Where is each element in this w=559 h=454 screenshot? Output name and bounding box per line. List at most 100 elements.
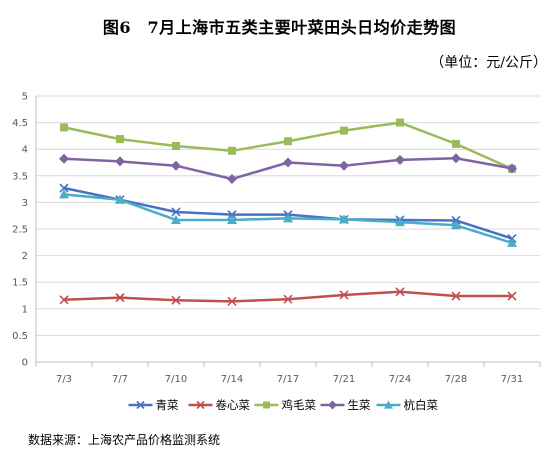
legend-label: 青菜 [156, 398, 179, 412]
data-point [60, 123, 68, 132]
data-point [171, 295, 181, 305]
legend-item: 生菜 [320, 398, 371, 412]
data-source-note: 数据来源：上海农产品价格监测系统 [28, 433, 221, 447]
data-point-stroke [451, 291, 461, 301]
series-2 [59, 287, 517, 306]
legend-marker [328, 400, 337, 410]
data-point [59, 153, 69, 164]
x-tick-label: 7/10 [165, 374, 187, 385]
data-point [171, 207, 181, 217]
series-line [63, 186, 513, 240]
data-point [339, 290, 349, 300]
legend-label: 生菜 [348, 398, 371, 412]
x-tick-label: 7/17 [277, 374, 299, 385]
data-point [227, 173, 237, 184]
data-point-stroke [339, 290, 349, 300]
data-point-stroke [283, 294, 293, 304]
y-tick-label: 3.5 [12, 171, 28, 182]
data-point [451, 220, 461, 230]
data-point [227, 296, 237, 306]
y-tick-label: 1.5 [12, 278, 28, 289]
legend-marker [263, 401, 270, 409]
legend: 青菜 卷心菜 鸡毛菜 生菜 杭白菜 [128, 398, 439, 412]
data-point [284, 137, 292, 146]
data-point [340, 126, 348, 135]
chart-title: 图6 7月上海市五类主要叶菜田头日均价走势图 [102, 18, 457, 37]
y-tick-label: 2.5 [12, 225, 28, 236]
data-point [227, 210, 237, 220]
data-point [59, 189, 69, 199]
data-point [507, 237, 517, 247]
legend-item: 鸡毛菜 [254, 398, 317, 412]
data-point [395, 154, 405, 165]
data-point-stroke [171, 295, 181, 305]
data-point [227, 214, 237, 224]
series-group [59, 118, 517, 306]
legend-item: 杭白菜 [376, 398, 439, 412]
data-point [451, 153, 461, 164]
x-axis: 7/3 7/7 7/10 7/14 7/17 7/21 7/24 7/28 7/31 [35, 361, 541, 385]
y-tick-label: 4.5 [12, 118, 28, 129]
legend-label: 鸡毛菜 [282, 398, 317, 412]
series-3 [60, 118, 516, 173]
data-point-stroke [171, 207, 181, 217]
data-point [116, 135, 124, 144]
series-4 [59, 153, 517, 184]
y-tick-label: 0.5 [12, 331, 28, 342]
data-point-stroke [227, 296, 237, 306]
data-point [507, 163, 517, 174]
data-point-stroke [507, 291, 517, 301]
data-point [339, 214, 349, 224]
data-point [115, 156, 125, 167]
legend-marker-stroke [196, 400, 205, 410]
legend-marker [384, 400, 393, 409]
x-tick-label: 7/7 [112, 374, 128, 385]
y-axis: 0 0.5 1 1.5 2 2.5 3 3.5 4 4.5 5 [12, 92, 37, 369]
x-tick-label: 7/3 [56, 374, 72, 385]
unit-label: （单位：元/公斤） [430, 55, 547, 71]
data-point [228, 146, 236, 155]
data-point [283, 157, 293, 168]
legend-item: 卷心菜 [188, 398, 251, 412]
data-point [452, 139, 460, 148]
series-5 [59, 189, 517, 247]
data-point [395, 217, 405, 227]
data-point [283, 294, 293, 304]
data-point [507, 291, 517, 301]
data-point-stroke [59, 183, 69, 193]
data-point-stroke [395, 287, 405, 297]
y-tick-label: 2 [22, 251, 28, 262]
y-tick-label: 3 [22, 198, 28, 209]
legend-marker [136, 400, 145, 410]
y-tick-label: 0 [22, 358, 28, 369]
grid-lines [36, 95, 540, 363]
data-point [59, 183, 69, 193]
legend-label: 卷心菜 [216, 398, 251, 412]
data-point [171, 214, 181, 224]
x-tick-label: 7/31 [501, 374, 523, 385]
data-point [59, 295, 69, 305]
x-tick-label: 7/28 [445, 374, 467, 385]
data-point [171, 160, 181, 171]
legend-marker-stroke [136, 400, 145, 410]
y-tick-label: 5 [22, 92, 28, 103]
data-point [115, 194, 125, 204]
data-point-stroke [227, 210, 237, 220]
data-point [339, 160, 349, 171]
legend-label: 杭白菜 [404, 398, 439, 412]
y-tick-label: 1 [22, 304, 28, 315]
data-point-stroke [59, 295, 69, 305]
x-tick-label: 7/21 [333, 374, 355, 385]
series-1 [59, 183, 517, 244]
data-point [115, 293, 125, 303]
x-tick-label: 7/14 [221, 374, 243, 385]
data-point [451, 291, 461, 301]
data-point [396, 118, 404, 127]
legend-item: 青菜 [128, 398, 179, 412]
data-point-stroke [115, 293, 125, 303]
y-tick-label: 4 [22, 145, 28, 156]
x-tick-label: 7/24 [389, 374, 411, 385]
data-point [283, 213, 293, 223]
data-point [395, 287, 405, 297]
